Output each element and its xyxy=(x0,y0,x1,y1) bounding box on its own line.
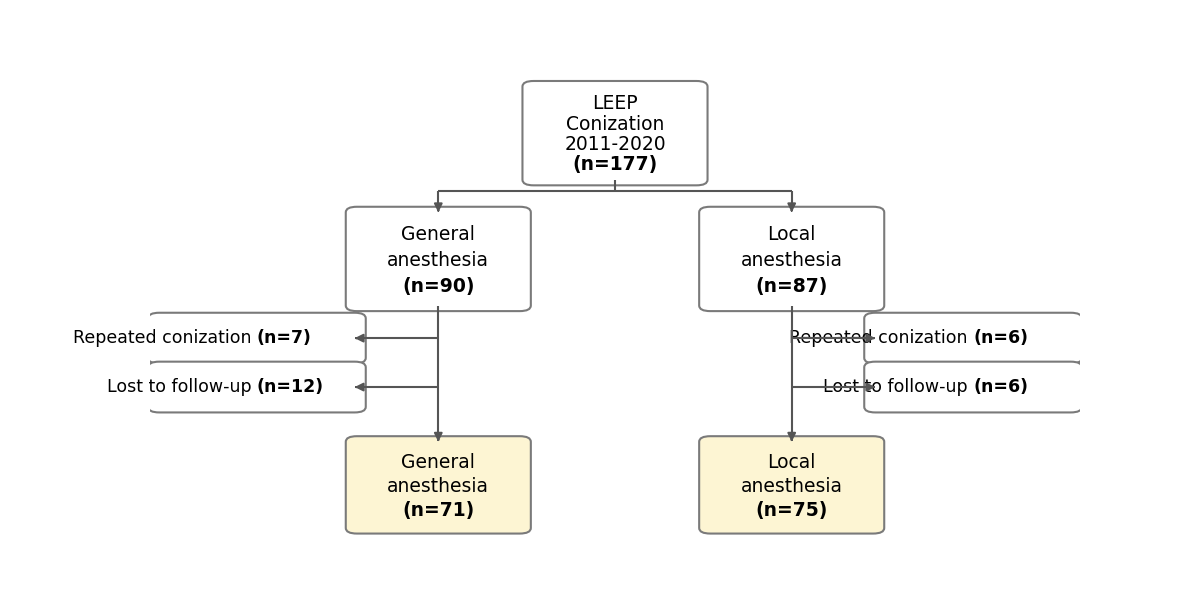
Text: 2011-2020: 2011-2020 xyxy=(564,135,666,154)
FancyBboxPatch shape xyxy=(346,436,530,534)
Text: Local: Local xyxy=(768,453,816,472)
Text: Lost to follow-up: Lost to follow-up xyxy=(823,378,973,396)
Text: (n=90): (n=90) xyxy=(402,276,474,296)
FancyBboxPatch shape xyxy=(864,362,1082,413)
Text: (n=7): (n=7) xyxy=(257,329,312,347)
Text: Repeated conization: Repeated conization xyxy=(73,329,257,347)
Text: General: General xyxy=(401,453,475,472)
Text: Repeated conization: Repeated conization xyxy=(790,329,973,347)
FancyBboxPatch shape xyxy=(700,436,884,534)
FancyBboxPatch shape xyxy=(148,313,366,364)
Text: (n=75): (n=75) xyxy=(756,500,828,520)
Text: anesthesia: anesthesia xyxy=(388,250,490,270)
Text: (n=87): (n=87) xyxy=(756,276,828,296)
Text: Repeated conization (n=7): Repeated conization (n=7) xyxy=(140,329,374,347)
Text: anesthesia: anesthesia xyxy=(740,250,842,270)
Text: anesthesia: anesthesia xyxy=(740,477,842,495)
Text: Repeated conization (n=6): Repeated conization (n=6) xyxy=(856,329,1090,347)
Text: (n=177): (n=177) xyxy=(572,155,658,174)
Text: Lost to follow-up (n=12): Lost to follow-up (n=12) xyxy=(151,378,362,396)
Text: Lost to follow-up: Lost to follow-up xyxy=(107,378,257,396)
FancyBboxPatch shape xyxy=(700,207,884,311)
FancyBboxPatch shape xyxy=(148,362,366,413)
FancyBboxPatch shape xyxy=(522,81,708,185)
Text: General: General xyxy=(401,225,475,244)
Text: (n=12): (n=12) xyxy=(257,378,324,396)
FancyBboxPatch shape xyxy=(864,313,1082,364)
Text: Local: Local xyxy=(768,225,816,244)
FancyBboxPatch shape xyxy=(346,207,530,311)
Text: anesthesia: anesthesia xyxy=(388,477,490,495)
Text: LEEP: LEEP xyxy=(592,94,638,113)
Text: (n=6): (n=6) xyxy=(973,329,1028,347)
Text: Lost to follow-up (n=6): Lost to follow-up (n=6) xyxy=(872,378,1073,396)
Text: (n=6): (n=6) xyxy=(973,378,1028,396)
Text: Conization: Conization xyxy=(566,114,664,134)
Text: (n=71): (n=71) xyxy=(402,500,474,520)
